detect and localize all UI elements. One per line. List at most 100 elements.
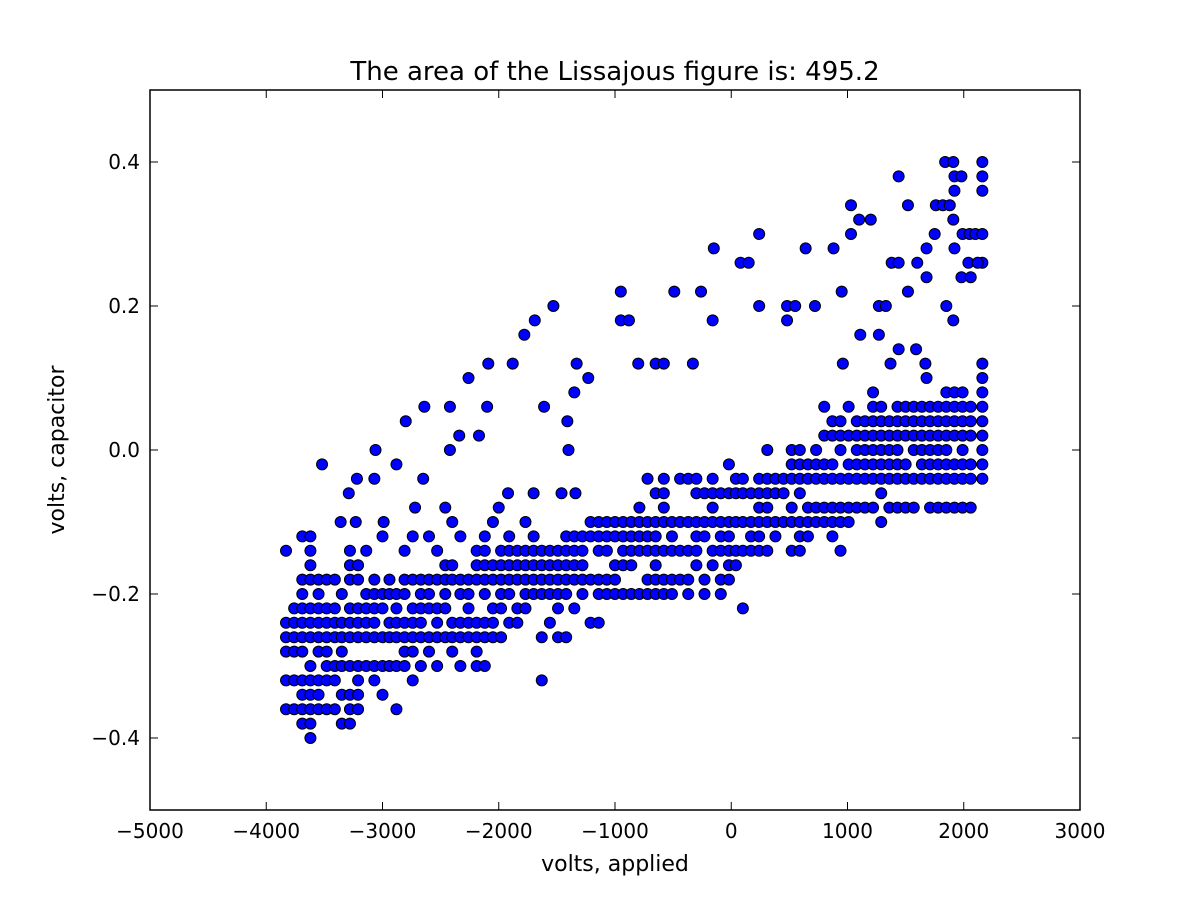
point: [368, 674, 381, 687]
point: [834, 544, 847, 557]
point: [342, 487, 355, 500]
point: [503, 530, 516, 543]
x-axis-label: volts, applied: [541, 852, 689, 877]
point: [943, 199, 956, 212]
point: [625, 559, 638, 572]
point: [761, 444, 774, 456]
point: [390, 602, 403, 615]
point: [698, 530, 711, 543]
point: [352, 703, 365, 716]
point: [695, 285, 708, 298]
y-tick-label: 0.4: [108, 150, 140, 174]
point: [706, 314, 719, 327]
point: [527, 487, 540, 500]
point: [304, 544, 317, 557]
point: [940, 444, 953, 456]
point: [964, 429, 977, 442]
point: [698, 573, 711, 586]
point: [414, 660, 427, 672]
point: [826, 458, 839, 471]
point: [582, 372, 595, 384]
point: [976, 429, 989, 442]
point: [486, 616, 499, 629]
point: [976, 228, 989, 240]
point: [446, 559, 459, 572]
point: [867, 501, 880, 514]
point: [633, 501, 646, 514]
point: [376, 530, 389, 543]
point: [547, 300, 560, 312]
point: [592, 616, 605, 629]
point: [316, 458, 329, 471]
point: [462, 372, 475, 384]
point: [729, 559, 742, 572]
point: [964, 415, 977, 428]
y-axis-label: volts, capacitor: [45, 365, 70, 535]
point: [722, 458, 735, 471]
point: [511, 616, 524, 629]
point: [793, 544, 806, 557]
point: [409, 501, 422, 514]
point: [964, 400, 977, 413]
point: [956, 386, 969, 399]
point: [552, 602, 565, 615]
point: [706, 472, 719, 485]
point: [383, 573, 396, 586]
point: [414, 616, 427, 629]
point: [826, 530, 839, 543]
point: [600, 544, 613, 557]
point: [495, 602, 508, 615]
point: [431, 544, 444, 557]
point: [853, 213, 866, 226]
x-tick-label: −3000: [349, 819, 417, 843]
point: [810, 444, 823, 456]
point: [976, 472, 989, 485]
point: [801, 530, 814, 543]
point: [343, 717, 356, 730]
point: [312, 588, 325, 600]
point: [478, 660, 491, 672]
point: [562, 444, 575, 456]
point: [560, 588, 573, 600]
point: [835, 285, 848, 298]
x-tick-label: −4000: [232, 819, 300, 843]
point: [956, 444, 969, 456]
point: [657, 487, 670, 500]
point: [576, 559, 589, 572]
point: [665, 588, 678, 600]
point: [576, 544, 589, 557]
point: [360, 544, 373, 557]
point: [920, 242, 933, 255]
point: [753, 228, 766, 240]
point: [349, 516, 362, 528]
point: [406, 530, 419, 543]
point: [753, 300, 766, 312]
point: [690, 559, 703, 572]
point: [535, 674, 548, 687]
point: [570, 357, 583, 370]
point: [736, 602, 749, 615]
point: [350, 472, 363, 485]
point: [343, 544, 356, 557]
point: [875, 400, 888, 413]
point: [454, 530, 467, 543]
point: [377, 516, 390, 528]
point: [431, 660, 444, 672]
point: [947, 156, 960, 168]
point: [486, 516, 499, 528]
point: [753, 530, 766, 543]
point: [443, 444, 456, 456]
point: [519, 602, 532, 615]
point: [964, 501, 977, 514]
point: [439, 501, 452, 514]
point: [884, 357, 897, 370]
point: [836, 357, 849, 370]
point: [872, 328, 885, 341]
point: [892, 343, 905, 356]
point: [834, 444, 847, 456]
point: [568, 602, 581, 615]
y-tick-label: 0.2: [108, 294, 140, 318]
point: [706, 559, 719, 572]
point: [657, 357, 670, 370]
